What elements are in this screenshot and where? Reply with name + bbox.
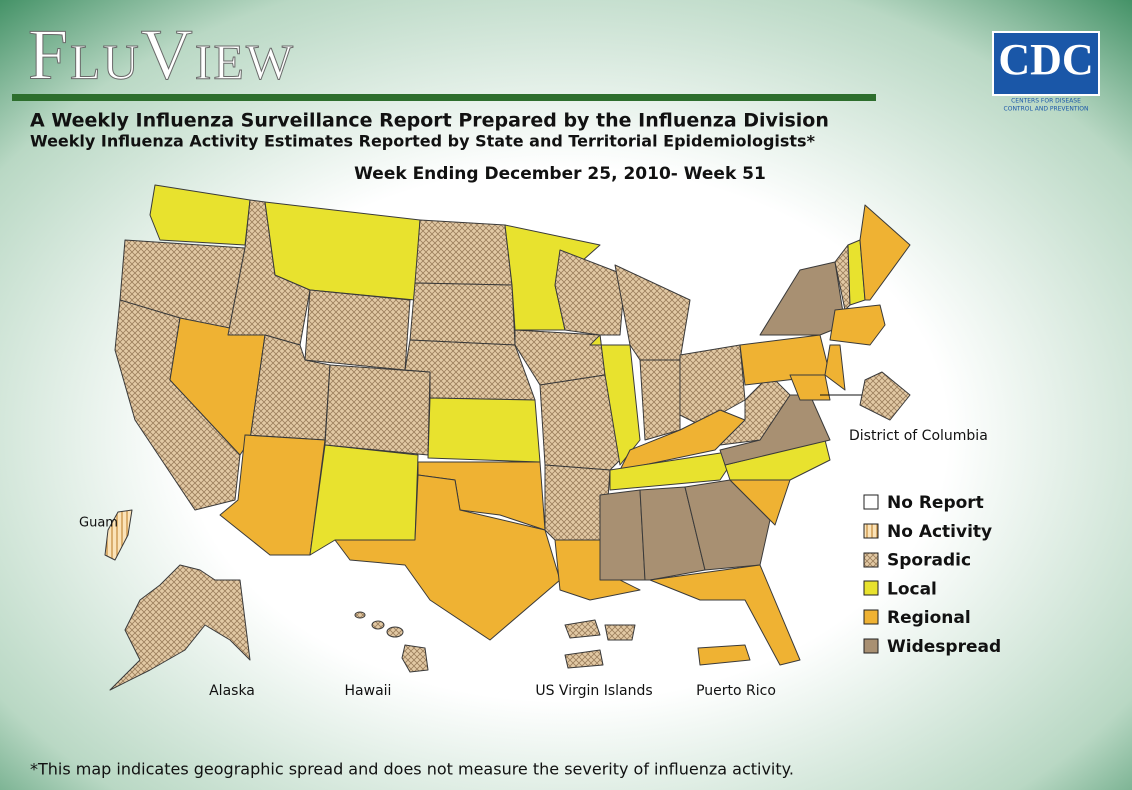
state: [829, 304, 886, 346]
logo-name: CDC: [998, 35, 1093, 84]
map-label: Alaska: [209, 683, 255, 699]
state: [609, 449, 741, 491]
legend-swatch: [863, 609, 879, 625]
map-label: Puerto Rico: [696, 683, 776, 699]
state: [789, 374, 831, 401]
state: [684, 479, 771, 571]
state: [599, 489, 646, 581]
legend-label: Local: [887, 579, 937, 599]
state: [414, 219, 513, 286]
usvi: [564, 619, 636, 669]
map-label: Guam: [79, 516, 118, 531]
logo-tagline: Control and Prevention: [1004, 106, 1089, 113]
state: [639, 359, 681, 441]
state: [409, 282, 516, 346]
alaska: [109, 564, 251, 691]
logo-tagline: Centers for Disease: [1011, 98, 1081, 105]
legend-label: No Report: [887, 493, 984, 513]
state: [149, 184, 251, 246]
map-label: US Virgin Islands: [535, 683, 652, 699]
state: [427, 397, 541, 463]
legend-swatch: [863, 494, 879, 510]
legend-swatch: [863, 552, 879, 568]
footnote: *This map indicates geographic spread an…: [30, 760, 794, 779]
legend: No Report No Activity Sporadic Local Regiona…: [863, 493, 1001, 657]
us-map: [104, 184, 911, 691]
title: FluView: [28, 15, 295, 95]
map-label: Hawaii: [345, 683, 392, 699]
cdc-logo: CDC Centers for Disease Control and Prev…: [992, 31, 1100, 113]
legend-label: Regional: [887, 608, 971, 628]
hawaii: [354, 611, 429, 673]
dc-inset: [859, 371, 911, 421]
legend-swatch: [863, 638, 879, 654]
subtitle-2: Weekly Influenza Activity Estimates Repo…: [30, 132, 816, 151]
legend-label: Widespread: [887, 637, 1001, 657]
legend-swatch: [863, 580, 879, 596]
state: [649, 564, 801, 666]
title-rule: [12, 94, 876, 101]
state: [304, 289, 411, 371]
state: [324, 364, 431, 456]
legend-swatch: [863, 523, 879, 539]
legend-label: No Activity: [887, 522, 992, 542]
state: [759, 261, 846, 336]
legend-label: Sporadic: [887, 551, 971, 571]
map-label: District of Columbia: [849, 428, 988, 444]
puerto-rico: [697, 644, 751, 666]
state: [309, 444, 419, 556]
state: [334, 474, 561, 641]
state: [859, 204, 911, 301]
week-label: Week Ending December 25, 2010- Week 51: [354, 164, 766, 184]
state: [639, 486, 706, 581]
subtitle: A Weekly Influenza Surveillance Report P…: [30, 110, 829, 132]
state: [824, 344, 846, 391]
guam: [104, 509, 133, 561]
